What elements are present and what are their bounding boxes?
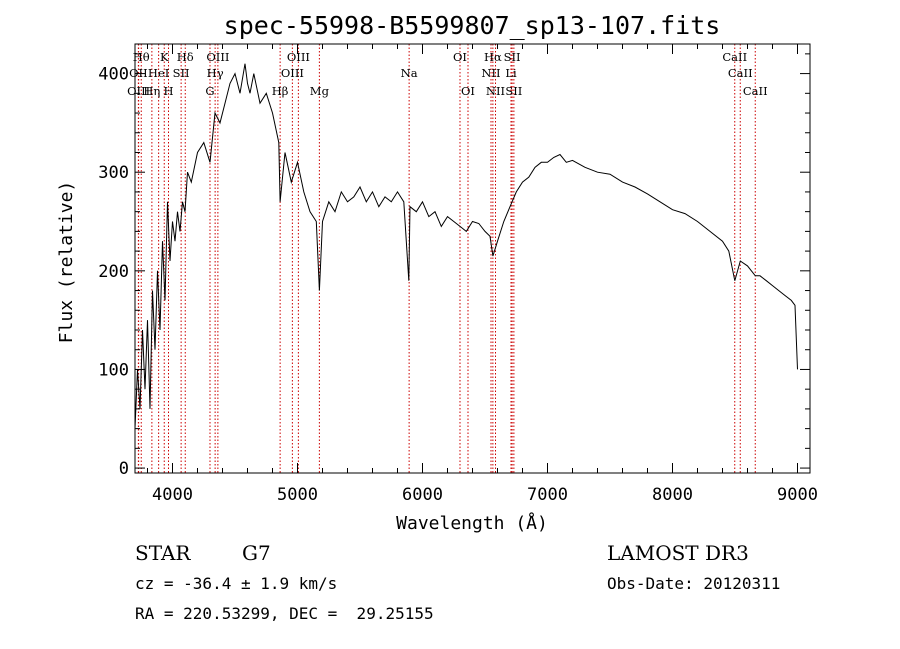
coordinates: RA = 220.53299, DEC = 29.25155 [135,604,434,623]
spectral-line-label: SII [504,50,521,64]
x-tick-label: 6000 [402,485,443,505]
plot-frame [134,43,811,474]
y-tick-label: 300 [98,163,129,183]
spectral-line-label: SII [173,66,190,80]
y-tick-label: 100 [98,360,129,380]
x-tick-label: 8000 [652,485,693,505]
y-tick-label: 200 [98,262,129,282]
y-axis-label: Flux (relative) [56,181,77,344]
y-tick-label: 400 [98,65,129,85]
spectral-line-label: Hα [484,50,502,64]
y-tick-label: 0 [119,459,129,479]
spectral-line-label: CaII [743,84,768,98]
x-axis-label: Wavelength (Å) [396,512,548,534]
spectral-line-label: Hγ [207,66,224,80]
spectral-line-label: G [205,84,214,98]
spectral-line-label: OIII [127,84,150,98]
spectral-line-label: H [163,84,173,98]
spectral-line-label: Mg [310,84,330,98]
spectral-line-label: CaII [722,50,747,64]
spectral-line-label: CaII [728,66,753,80]
spectral-line-labels: HθOIIOIIIHηHeIKHSIIHδGHγOIIIHβOIIIOIIIMg… [127,50,768,98]
x-axis-ticks: 4000 5000 6000 7000 8000 9000 [147,44,818,505]
spectral-line-label: SII [505,84,522,98]
spectral-line-label: Hβ [272,84,289,98]
x-tick-label: 5000 [277,485,318,505]
spectral-line-label: NII [481,66,500,80]
spectral-line-label: HeI [148,66,169,80]
spectral-line-label: OIII [281,66,304,80]
chart-title: spec-55998-B5599807_sp13-107.fits [224,11,721,40]
spectral-line-label: NII [486,84,505,98]
spectral-line-markers [137,44,756,473]
obs-date: Obs-Date: 20120311 [607,574,780,593]
spectral-line-label: Hη [143,84,160,98]
spectral-line-label: OI [453,50,467,64]
flux-series-line [134,63,798,429]
survey-name: LAMOST DR3 [607,541,749,565]
spectral-line-label: K [160,50,169,64]
x-tick-label: 7000 [527,485,568,505]
spectral-line-label: OII [129,66,148,80]
object-class: STAR [135,541,191,565]
spectral-line-label: OIII [206,50,229,64]
y-axis-ticks: 0 100 200 300 400 [98,53,810,479]
redshift-value: cz = -36.4 ± 1.9 km/s [135,574,337,593]
spectral-line-label: Na [401,66,418,80]
x-tick-label: 9000 [777,485,818,505]
spectral-line-label: OIII [287,50,310,64]
object-subclass: G7 [242,541,271,565]
spectral-line-label: Hδ [177,50,194,64]
spectral-line-label: OI [461,84,475,98]
spectral-line-label: Li [505,66,517,80]
x-tick-label: 4000 [152,485,193,505]
